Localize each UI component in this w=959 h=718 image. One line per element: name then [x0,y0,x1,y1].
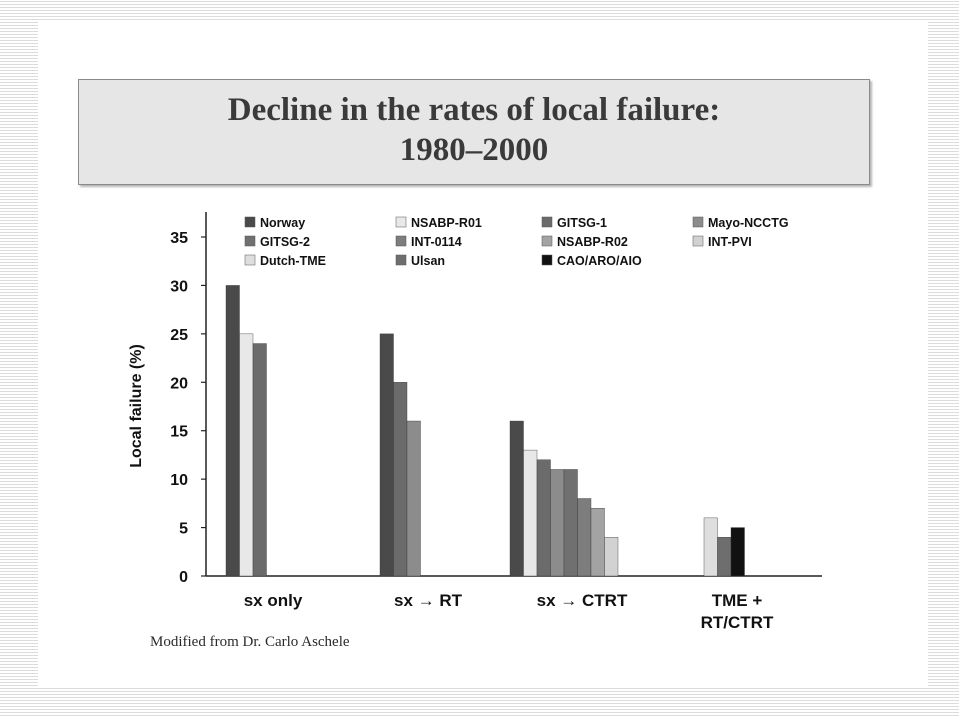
y-tick-label-10: 10 [170,472,188,489]
bar-2-6 [590,508,605,577]
slide-title-line-2: 1980–2000 [399,132,549,168]
legend-swatch-7 [692,235,704,247]
bar-2-0 [509,420,524,577]
y-tick-label-5: 5 [179,521,188,538]
category-label-3-1: RT/CTRT [701,613,774,632]
legend-label-5: INT-0114 [411,235,462,249]
legend-label-4: GITSG-2 [260,235,310,249]
legend-swatch-1 [395,216,407,228]
y-tick-label-25: 25 [170,327,188,344]
legend-swatch-8 [244,254,256,266]
legend-swatch-2 [541,216,553,228]
bar-1-3 [406,420,421,577]
legend-swatch-3 [692,216,704,228]
slide-title-line-1: Decline in the rates of local failure: [227,92,721,128]
legend-label-10: CAO/ARO/AIO [557,254,642,268]
legend-swatch-9 [395,254,407,266]
y-axis-label: Local failure (%) [128,344,145,468]
legend-swatch-10 [541,254,553,266]
bar-0-0 [225,285,240,577]
legend-label-1: NSABP-R01 [411,216,482,230]
y-tick-label-15: 15 [170,424,188,441]
bar-1-0 [379,333,394,577]
legend-label-3: Mayo-NCCTG [708,216,789,230]
bar-2-3 [550,469,565,577]
bar-3-8 [703,517,718,577]
category-label-0-0: sx only [244,591,303,610]
category-label-1-0: sx → RT [394,591,463,610]
legend-label-9: Ulsan [411,254,445,268]
legend-label-0: Norway [260,216,305,230]
credit-text: Modified from Dr. Carlo Aschele [150,634,350,650]
bar-0-1 [239,333,254,577]
legend-swatch-4 [244,235,256,247]
bar-1-2 [393,382,408,577]
title-box: Decline in the rates of local failure: 1… [78,79,870,185]
y-tick-label-0: 0 [179,569,188,586]
bar-2-2 [536,459,551,577]
legend-label-6: NSABP-R02 [557,235,628,249]
legend-label-2: GITSG-1 [557,216,607,230]
legend-label-8: Dutch-TME [260,254,326,268]
bar-3-10 [730,527,745,577]
legend-label-7: INT-PVI [708,235,752,249]
bar-0-2 [252,343,267,577]
y-tick-label-35: 35 [170,230,188,247]
y-tick-label-20: 20 [170,375,188,392]
category-label-2-0: sx → CTRT [537,591,628,610]
legend-swatch-0 [244,216,256,228]
bar-2-4 [563,469,578,577]
legend-swatch-6 [541,235,553,247]
bar-2-1 [523,449,538,577]
bar-2-7 [604,537,619,577]
y-tick-label-30: 30 [170,278,188,295]
legend-swatch-5 [395,235,407,247]
bar-2-5 [577,498,592,577]
category-label-3-0: TME + [712,591,763,610]
bar-3-9 [717,537,732,577]
